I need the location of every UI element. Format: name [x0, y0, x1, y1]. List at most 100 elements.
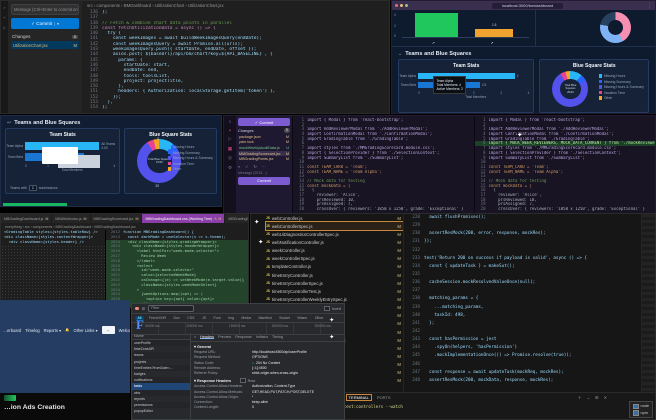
site-logo[interactable]: ⌁	[101, 326, 115, 334]
clear-icon[interactable]: ⊘	[141, 305, 146, 311]
breadcrumb[interactable]: everything › src › components › MBGradin…	[5, 224, 136, 229]
legend-item[interactable]: Other	[598, 96, 644, 100]
bar-row[interactable]: Team Alpha All Teams 4.00	[6, 142, 116, 150]
activity-icon[interactable]: ▷	[228, 136, 232, 141]
legend-item[interactable]: Other	[167, 167, 213, 171]
file-row[interactable]: JS timeEntryControllerTest.js M	[266, 288, 401, 294]
nav-item[interactable]: …erboard	[3, 327, 22, 333]
editor-tab[interactable]: MBUtilsHooks.js M	[52, 214, 91, 223]
commit-button-secondary[interactable]: Commit	[238, 176, 290, 185]
changes-header[interactable]: Changes 5	[12, 34, 78, 39]
commit-message-input[interactable]: Message (Ctrl+Enter to commit on 'ma…)	[11, 4, 79, 15]
name-column-header[interactable]: Name	[132, 333, 190, 340]
file-row[interactable]: JS timeEntryControllerSpec.js M	[266, 280, 401, 286]
commit-button[interactable]: ✓ Commit	[238, 118, 290, 126]
run-icon[interactable]: ▷	[2, 25, 7, 30]
editor-tab[interactable]: MBGradingDashboard.css (Working Tree) 9, …	[142, 214, 226, 223]
detail-tab[interactable]: Preview	[218, 334, 232, 339]
panel-toolbar-icons[interactable]: ＋ ⌄ ⊞ ✕	[577, 395, 609, 400]
editor-pane-right[interactable]: 1 import { Modal } from 'react-bootstrap'…	[473, 116, 655, 213]
collapse-icon[interactable]: ⌄	[398, 51, 403, 57]
legend-item[interactable]: Missing Summary	[167, 151, 213, 155]
file-row[interactable]: JS webNotificationController.js M	[266, 239, 401, 245]
network-timeline[interactable]: 50000 ms 100000 ms 150000 ms 200000 ms 25000…	[132, 323, 344, 335]
request-row[interactable]: teams	[132, 352, 190, 359]
general-section-header[interactable]: ▾ General	[194, 345, 212, 349]
nav-item[interactable]: Timelog	[25, 327, 40, 333]
record-icon[interactable]	[135, 306, 139, 311]
diff-original-pane[interactable]: <GradingTable styles={styles.tableRow} /…	[1, 230, 106, 307]
legend-item[interactable]: Vacation Time	[598, 91, 644, 95]
filter-value-input[interactable]: 1	[28, 185, 37, 191]
menu-icon[interactable]: ⋮	[647, 2, 652, 9]
request-row[interactable]: permissions	[132, 401, 190, 409]
request-row[interactable]: reports	[134, 396, 145, 401]
request-row[interactable]: timeEntries?fromDate=…	[132, 364, 190, 371]
diff-modified-pane[interactable]: 2612 function MBGradingDashboard() { 2613…	[106, 229, 248, 307]
editor-pane-left[interactable]: 1 import { Modal } from 'react-bootstrap'…	[292, 116, 474, 213]
request-row[interactable]: notifications	[132, 377, 190, 384]
legend-item[interactable]: Missing Summary	[598, 80, 644, 84]
changed-file-row[interactable]: UtilizationChart.jsx M	[11, 41, 79, 49]
checkbox-icon[interactable]	[324, 305, 330, 312]
filter-chip[interactable]: All	[135, 315, 144, 321]
back-icon[interactable]: ↩	[7, 120, 12, 126]
window-dot-yellow[interactable]	[400, 4, 403, 7]
breadcrumb[interactable]: src › components › BMDashboard › Utiliza…	[87, 3, 224, 8]
checkbox-icon[interactable]	[633, 410, 639, 416]
detail-tab[interactable]: Timing	[271, 334, 283, 339]
window-dot-green[interactable]	[405, 4, 408, 7]
file-row[interactable]: JS webControllerSpec.js M	[265, 221, 404, 232]
activity-icon[interactable]: ⚙	[227, 164, 233, 170]
editor-tab[interactable]: MBGradingDash…M	[225, 214, 248, 223]
minimap[interactable]	[641, 214, 655, 392]
network-filter-input[interactable]: Filter	[148, 304, 195, 313]
filter-chip[interactable]: Fetch/XHR	[148, 316, 167, 320]
blue-square-donut-chart[interactable]: Total Blue Squares 29/40	[552, 71, 589, 107]
detail-tab[interactable]: Headers	[200, 334, 215, 339]
nav-item[interactable]: Other Links ▾	[73, 327, 98, 333]
detail-tab[interactable]: Initiator	[255, 334, 268, 339]
filter-chip[interactable]: Img	[228, 316, 234, 320]
code-area[interactable]: 136}; 137 138// Fetch & combine chart da…	[82, 10, 389, 111]
response-headers-section-header[interactable]: ▾ Response Headers Raw	[194, 377, 256, 384]
file-row[interactable]: JS templateController.js M	[266, 264, 401, 270]
file-row[interactable]: JS timeEntryControllerWeeklyEntrySpec.js…	[266, 296, 401, 302]
legend-item[interactable]: Missing Hours	[167, 145, 213, 149]
filter-chip[interactable]: Media	[241, 316, 251, 320]
changed-file-row[interactable]: MMGradingScorecard.jsx M	[238, 150, 290, 157]
filter-chip[interactable]: Socket	[279, 316, 290, 320]
file-row[interactable]: JS weekControllerSpec.js M	[266, 256, 401, 262]
request-row[interactable]: popupEditor	[134, 409, 153, 414]
changed-file-row[interactable]: MBGradingPoints.jsx M	[239, 157, 289, 162]
filter-chip[interactable]: Other	[314, 316, 324, 320]
file-row[interactable]: JS webController.js M	[266, 215, 401, 221]
filter-chip[interactable]: Font	[213, 316, 221, 320]
checkbox-icon[interactable]	[633, 403, 639, 410]
file-row[interactable]: JS timeEntryController.js M	[266, 272, 401, 278]
activity-icon[interactable]: ⑂	[228, 127, 232, 133]
popup-item[interactable]: npm	[633, 410, 649, 416]
panel-tab[interactable]: TERMINAL	[345, 394, 372, 401]
filter-chip[interactable]: Manifest	[258, 316, 272, 320]
legend-item[interactable]: Missing Hours	[598, 74, 644, 78]
filter-chip[interactable]: CSS	[187, 316, 195, 320]
nav-item[interactable]: Reports ▾	[43, 327, 62, 333]
changed-file-row[interactable]: yarn.lock M	[239, 140, 289, 145]
pink-blue-donut-chart[interactable]	[600, 12, 631, 43]
window-dot-red[interactable]	[395, 4, 398, 7]
blue-square-donut-chart[interactable]: Total Blue Squares 15/40	[137, 139, 182, 183]
filter-chip[interactable]: Doc	[173, 316, 180, 320]
activity-icon[interactable]: ▦	[227, 145, 233, 151]
search-icon[interactable]: ⌕	[3, 5, 6, 10]
filter-chip[interactable]: Wasm	[297, 316, 308, 320]
scm-toolbar-icons[interactable]: ≡ ✓ ↻ ⋯	[238, 164, 268, 169]
activity-icon[interactable]: ◎	[227, 155, 232, 160]
changed-file-row[interactable]: package.json M	[239, 134, 289, 139]
editor-tab[interactable]: MBGradingDashboard.js M	[1, 214, 53, 223]
request-row[interactable]: badges	[134, 371, 146, 376]
request-row[interactable]: projects	[134, 359, 147, 364]
commit-message-input[interactable]: Message (2019…)	[238, 170, 267, 175]
editor-pane[interactable]: 228 await flushPromises(); 229 230 asser…	[403, 214, 641, 392]
commit-button[interactable]: ✓ Commit ▾	[11, 18, 79, 29]
